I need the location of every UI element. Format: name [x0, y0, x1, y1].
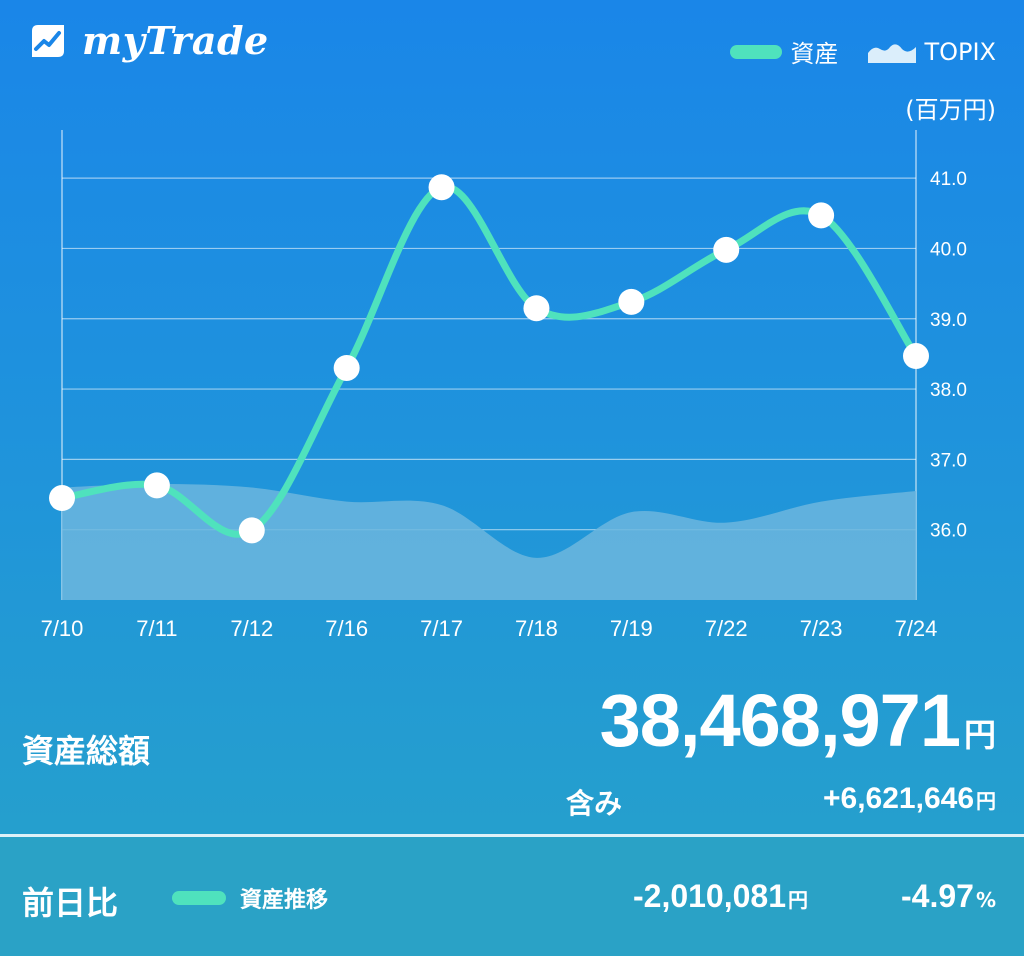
asset-point-7-18[interactable] — [523, 295, 550, 322]
y-tick-label: 41.0 — [930, 169, 967, 190]
asset-line-swatch — [730, 44, 783, 59]
x-tick-label: 7/16 — [325, 616, 368, 641]
asset-point-7-19[interactable] — [618, 288, 645, 315]
day-change-label: 前日比 — [22, 884, 119, 922]
trend-label: 資産推移 — [240, 888, 329, 913]
asset-trend-toggle[interactable]: 資産推移 — [172, 882, 328, 914]
x-tick-label: 7/23 — [800, 616, 843, 641]
y-tick-label: 36.0 — [930, 521, 967, 542]
total-assets-unit: 円 — [963, 716, 996, 754]
day-change-value: -2,010,081 円 — [633, 878, 808, 915]
topix-area-swatch — [868, 43, 917, 63]
y-tick-label: 40.0 — [930, 239, 967, 260]
total-assets-label: 資産総額 — [22, 732, 151, 770]
x-tick-label: 7/12 — [230, 616, 273, 641]
chart-legend: 資産 TOPIX — [700, 34, 996, 69]
day-change-percent-number: -4.97 — [901, 878, 974, 914]
app-name: myTrade — [82, 18, 269, 63]
legend-label-asset: 資産 — [790, 40, 839, 68]
legend-item-asset: 資産 — [730, 34, 838, 69]
unit-label: (百万円) — [905, 96, 996, 124]
series-area-topix — [62, 483, 916, 600]
trend-line-swatch — [172, 891, 226, 905]
x-tick-label: 7/22 — [705, 616, 748, 641]
series-line-asset — [58, 183, 920, 538]
unrealized-value: +6,621,646 円 — [823, 782, 996, 816]
asset-point-7-17[interactable] — [428, 174, 455, 201]
legend-item-topix: TOPIX — [868, 38, 996, 66]
y-tick-label: 39.0 — [930, 310, 967, 331]
footer-bar — [0, 837, 1024, 956]
asset-point-7-22[interactable] — [713, 236, 740, 263]
asset-point-7-10[interactable] — [49, 485, 75, 512]
day-change-percent: -4.97 % — [901, 878, 996, 915]
x-tick-label: 7/18 — [515, 616, 558, 641]
asset-point-7-24[interactable] — [903, 343, 929, 370]
asset-point-7-16[interactable] — [333, 354, 360, 381]
x-tick-label: 7/10 — [41, 616, 84, 641]
day-change-percent-unit: % — [975, 888, 996, 912]
asset-point-7-11[interactable] — [143, 472, 170, 499]
x-tick-label: 7/19 — [610, 616, 653, 641]
x-tick-label: 7/24 — [895, 616, 938, 641]
unrealized-number: +6,621,646 — [823, 782, 974, 815]
y-tick-label: 38.0 — [930, 380, 967, 401]
y-tick-label: 37.0 — [930, 450, 967, 471]
total-assets-number: 38,468,971 — [599, 679, 961, 762]
day-change-number: -2,010,081 — [632, 878, 786, 914]
asset-point-7-23[interactable] — [808, 202, 835, 229]
section-divider — [0, 834, 1024, 837]
day-change-unit: 円 — [788, 888, 808, 912]
app-logo: myTrade — [28, 18, 269, 63]
logo-icon — [32, 24, 64, 57]
asset-chart: 36.0 37.0 38.0 39.0 40.0 41.0 7/10 7/11 7/12 7/16… — [41, 130, 967, 641]
x-tick-label: 7/17 — [420, 616, 463, 641]
unrealized-unit: 円 — [976, 789, 996, 813]
x-tick-label: 7/11 — [136, 616, 177, 641]
asset-point-7-12[interactable] — [238, 517, 265, 544]
unrealized-label: 含み — [566, 787, 623, 820]
total-assets-value: 38,468,971 円 — [600, 678, 996, 763]
legend-label-topix: TOPIX — [924, 37, 996, 66]
